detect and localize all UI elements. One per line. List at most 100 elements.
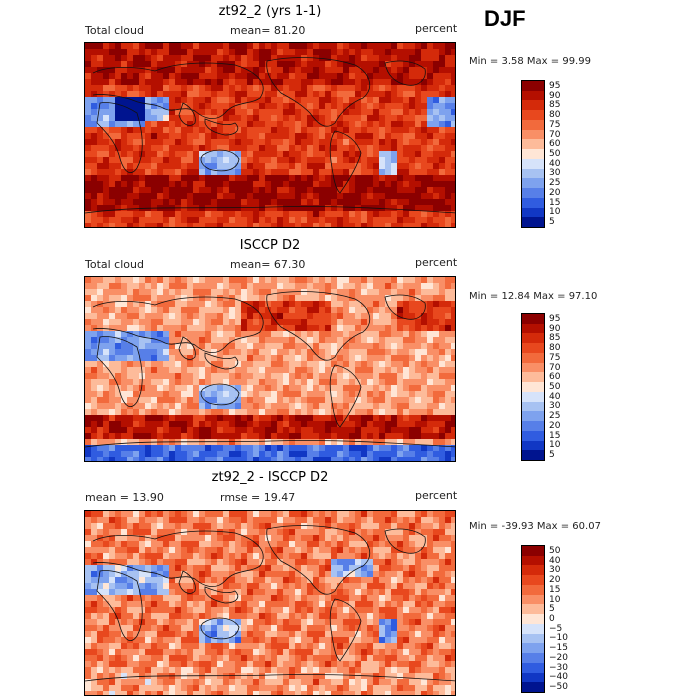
colorbar-swatch [522, 401, 544, 412]
colorbar-swatch [522, 421, 544, 432]
colorbar-label: −40 [549, 672, 568, 683]
colorbar-swatch [522, 168, 544, 179]
colorbar-swatch [522, 382, 544, 393]
colorbar-swatch [522, 450, 544, 461]
colorbar-label: 15 [549, 197, 561, 208]
cloud-map [84, 276, 456, 462]
colorbar-swatch [522, 372, 544, 383]
colorbar-swatch [522, 623, 544, 635]
colorbar: 95 90 85 80 75 70 60 50 40 30 25 20 15 10 5 [521, 80, 560, 228]
panel-title: zt92_2 (yrs 1-1) [218, 4, 322, 19]
colorbar-swatch [522, 188, 544, 199]
mean-label: mean= 81.20 [230, 24, 306, 37]
colorbar-label: 90 [549, 323, 561, 334]
colorbar-swatch [522, 129, 544, 140]
colorbar-swatch [522, 110, 544, 121]
colorbar-swatch [522, 662, 544, 674]
colorbar-swatch [522, 672, 544, 683]
colorbar-label: 50 [549, 149, 561, 159]
colorbar-label: 75 [549, 119, 561, 130]
colorbar-label: 80 [549, 110, 561, 121]
colorbar-label: 30 [549, 401, 561, 412]
colorbar-swatch [522, 614, 544, 625]
colorbar-label: 70 [549, 129, 561, 140]
colorbar-label: 5 [549, 217, 555, 228]
colorbar-swatch [522, 633, 544, 644]
rmse-label: rmse = 19.47 [220, 491, 296, 504]
colorbar-swatch [522, 546, 544, 557]
cloud-map [84, 42, 456, 228]
colorbar-label: 90 [549, 90, 561, 101]
colorbar-swatch [522, 81, 544, 92]
colorbar-swatch [522, 565, 544, 576]
colorbar-label: 60 [549, 139, 561, 150]
colorbar-swatch [522, 314, 544, 325]
colorbar-label: 50 [549, 545, 561, 556]
colorbar-label: 40 [549, 391, 561, 402]
colorbar-swatch [522, 682, 544, 693]
colorbar-label: 85 [549, 100, 561, 111]
colorbar-label: 80 [549, 343, 561, 354]
colorbar-label: 20 [549, 575, 561, 586]
colorbar-label: 15 [549, 584, 561, 595]
colorbar-label: 40 [549, 158, 561, 169]
units-label: percent [415, 489, 458, 502]
colorbar-swatch [522, 575, 544, 586]
colorbar: 95 90 85 80 75 70 60 50 40 30 25 20 15 10 5 [521, 313, 560, 461]
colorbar-label: −30 [549, 662, 568, 673]
colorbar-label: 5 [549, 450, 555, 461]
colorbar-swatch [522, 440, 544, 451]
colorbar-label: −15 [549, 643, 568, 654]
colorbar-label: 20 [549, 420, 561, 431]
colorbar-swatch [522, 149, 544, 160]
cloud-map [84, 510, 456, 696]
colorbar-label: 30 [549, 565, 561, 576]
colorbar-swatch [522, 139, 544, 150]
colorbar-swatch [522, 411, 544, 422]
colorbar-swatch [522, 100, 544, 111]
colorbar-label: −50 [549, 682, 568, 693]
mean-label: mean= 67.30 [230, 258, 306, 271]
colorbar-swatch [522, 594, 544, 605]
colorbar-label: 30 [549, 168, 561, 179]
colorbar: 50 40 30 20 15 10 5 0 −5 −10 −15 −20 −30 −40 −50 [521, 545, 568, 693]
colorbar-label: 15 [549, 430, 561, 441]
variable-label: Total cloud [85, 24, 144, 37]
colorbar-label: 5 [549, 604, 555, 615]
map-field [85, 277, 455, 461]
colorbar-label: 95 [549, 313, 561, 324]
colorbar-swatch [522, 158, 544, 170]
panel-title: zt92_2 - ISCCP D2 [211, 470, 329, 485]
colorbar-swatch [522, 391, 544, 403]
colorbar-label: 75 [549, 352, 561, 363]
colorbar-swatch [522, 217, 544, 228]
colorbar-label: −20 [549, 652, 568, 663]
colorbar-label: 95 [549, 80, 561, 91]
colorbar-label: 0 [549, 614, 555, 624]
min-max-label: Min = -39.93 Max = 60.07 [469, 521, 601, 532]
colorbar-swatch [522, 362, 544, 373]
units-label: percent [415, 256, 458, 269]
colorbar-swatch [522, 207, 544, 218]
colorbar-swatch [522, 343, 544, 354]
units-label: percent [415, 22, 458, 35]
colorbar-label: −5 [549, 623, 563, 634]
colorbar-label: 10 [549, 594, 561, 605]
colorbar-swatch [522, 323, 544, 334]
colorbar-label: 50 [549, 382, 561, 392]
colorbar-swatch [522, 643, 544, 654]
colorbar-swatch [522, 119, 544, 131]
colorbar-swatch [522, 430, 544, 442]
colorbar-label: 10 [549, 440, 561, 451]
map-field [85, 511, 455, 695]
colorbar-swatch [522, 555, 544, 566]
min-max-label: Min = 12.84 Max = 97.10 [469, 291, 598, 302]
colorbar-swatch [522, 90, 544, 101]
colorbar-swatch [522, 584, 544, 596]
mean-label: mean = 13.90 [85, 491, 164, 504]
colorbar-label: 60 [549, 372, 561, 383]
colorbar-label: 70 [549, 362, 561, 373]
colorbar-label: 20 [549, 187, 561, 198]
min-max-label: Min = 3.58 Max = 99.99 [469, 56, 591, 67]
colorbar-swatch [522, 197, 544, 209]
